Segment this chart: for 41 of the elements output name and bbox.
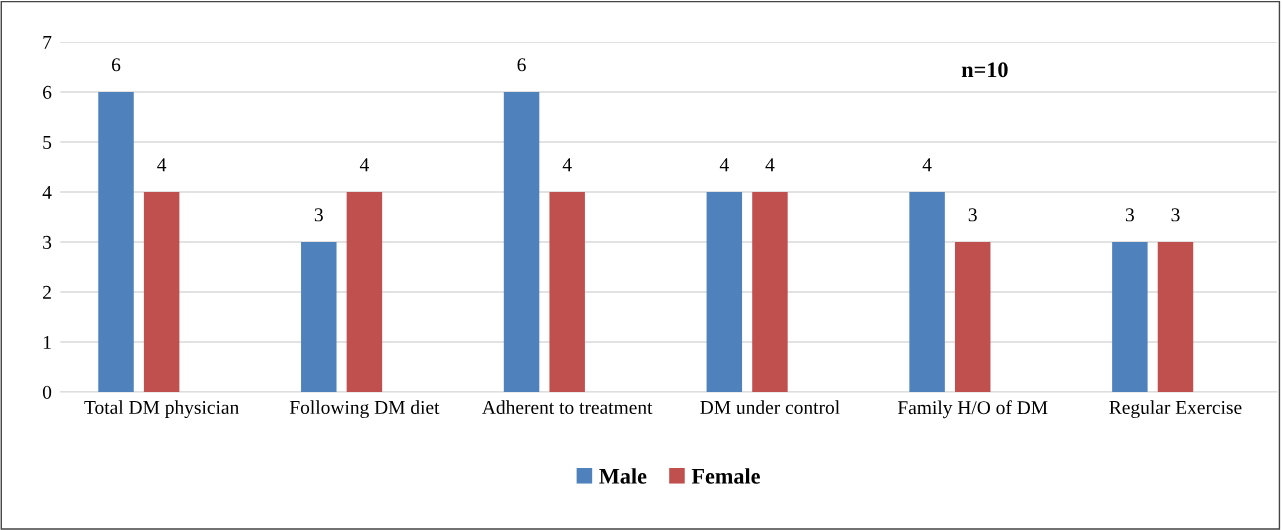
bar — [301, 241, 337, 392]
data-label: 4 — [359, 158, 369, 172]
data-label: 4 — [562, 158, 572, 172]
x-tick-label: Total DM physician — [84, 400, 239, 419]
y-tick-label: 5 — [43, 135, 52, 149]
bar — [143, 191, 180, 392]
bar — [346, 191, 383, 392]
data-label: 3 — [314, 208, 323, 222]
y-tick-label: 1 — [43, 335, 51, 349]
data-label: 4 — [157, 158, 167, 172]
y-tick-label: 4 — [42, 185, 52, 199]
data-label: 4 — [922, 158, 932, 172]
data-label: 3 — [1125, 208, 1134, 222]
y-tick-label: 6 — [43, 85, 52, 99]
legend-label: Female — [691, 468, 760, 484]
bar — [752, 191, 788, 392]
bar — [98, 91, 134, 392]
y-tick-label: 3 — [43, 235, 52, 249]
y-tick-label: 7 — [43, 35, 52, 49]
x-tick-label: Following DM diet — [289, 400, 440, 419]
data-label: 3 — [1171, 208, 1180, 222]
data-label: 6 — [111, 58, 121, 72]
data-label: 4 — [765, 158, 775, 172]
bar — [706, 191, 743, 392]
bar — [954, 241, 991, 392]
legend-label: Male — [599, 468, 647, 484]
bar — [503, 91, 540, 392]
data-label: 4 — [719, 158, 729, 172]
y-tick-label: 0 — [42, 385, 52, 399]
x-tick-label: DM under control — [700, 400, 840, 415]
y-tick-label: 2 — [43, 285, 51, 299]
x-tick-label: Regular Exercise — [1109, 400, 1242, 419]
bar — [909, 191, 945, 392]
bar — [549, 191, 585, 392]
bar — [1157, 241, 1194, 392]
data-label: 6 — [517, 58, 526, 72]
data-label: 3 — [968, 208, 977, 222]
x-tick-label: Family H/O of DM — [897, 400, 1048, 419]
annotation: n=10 — [961, 62, 1008, 78]
x-tick-label: Adherent to treatment — [482, 400, 653, 415]
bar — [1112, 241, 1148, 392]
